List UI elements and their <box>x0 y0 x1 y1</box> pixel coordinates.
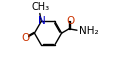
Text: NH₂: NH₂ <box>79 26 99 36</box>
Text: O: O <box>21 33 29 43</box>
Text: N: N <box>38 16 45 26</box>
Text: O: O <box>66 16 75 26</box>
Text: CH₃: CH₃ <box>31 2 49 12</box>
